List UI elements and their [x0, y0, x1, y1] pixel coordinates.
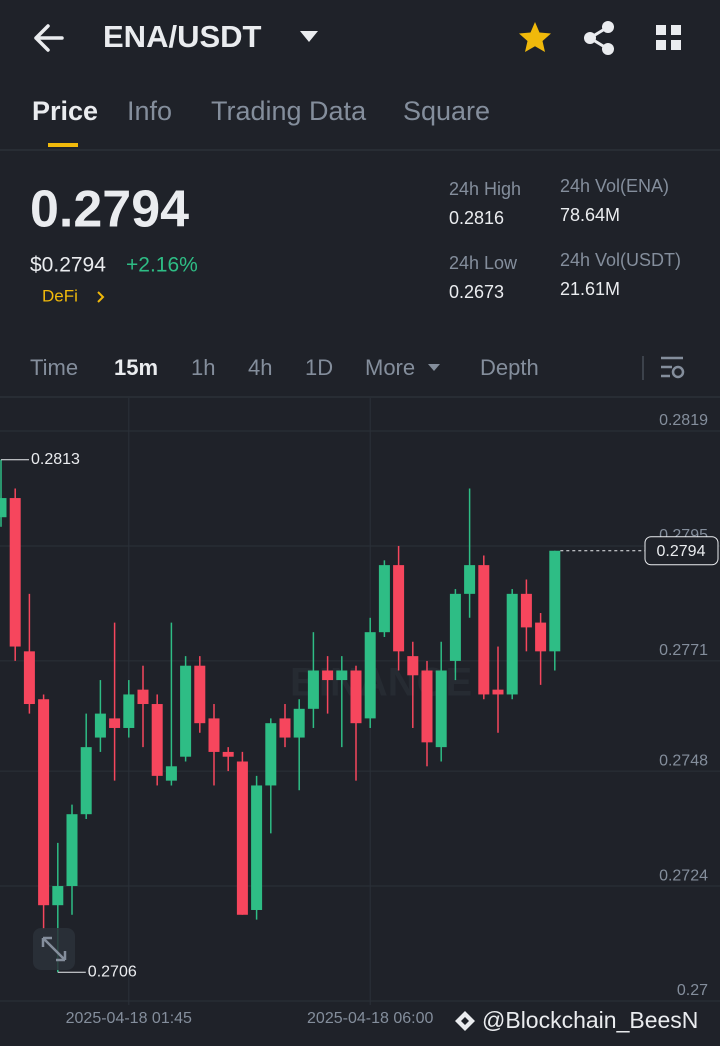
- candle-body: [478, 565, 490, 695]
- interval-tab[interactable]: 1h: [191, 355, 215, 380]
- y-tick-label: 0.27: [677, 982, 708, 999]
- candle-body: [520, 593, 532, 628]
- last-price-label: 0.2794: [657, 543, 706, 560]
- last-price-box: [644, 536, 719, 566]
- candle-body: [279, 718, 291, 738]
- price-usd: $0.2794: [30, 254, 106, 277]
- interval-tab[interactable]: 1D: [305, 355, 333, 380]
- candle-body: [208, 718, 220, 752]
- sector-arrow[interactable]: [97, 291, 105, 303]
- candle-body: [180, 665, 192, 757]
- pair-dropdown[interactable]: [300, 31, 318, 42]
- candle-body: [378, 565, 390, 633]
- interval-tab[interactable]: 15m: [114, 355, 158, 380]
- candle-body: [0, 498, 7, 518]
- y-tick-label: 0.2771: [659, 642, 708, 659]
- interval-tab[interactable]: Depth: [480, 355, 539, 380]
- candle-body: [307, 670, 319, 709]
- y-tick-label: 0.2819: [659, 412, 708, 429]
- candle-body: [535, 622, 547, 652]
- stat-label: 24h Vol(ENA): [560, 176, 669, 196]
- tab[interactable]: Square: [403, 96, 490, 126]
- chart-settings[interactable]: [661, 356, 685, 379]
- stat-label: 24h Low: [449, 253, 518, 273]
- candle-body: [421, 670, 433, 743]
- candle-body: [165, 766, 177, 781]
- candle-body: [123, 694, 135, 728]
- share-button[interactable]: [584, 21, 614, 55]
- candle-body: [293, 708, 305, 738]
- candle-body: [393, 565, 405, 652]
- sector-tag[interactable]: DeFi: [42, 286, 78, 305]
- candle-body: [364, 632, 376, 719]
- x-tick-label: 2025-04-18 01:45: [66, 1010, 192, 1027]
- candle-body: [23, 651, 35, 705]
- candle-body: [407, 656, 419, 676]
- interval-tab[interactable]: Time: [30, 355, 78, 380]
- candle-body: [80, 747, 92, 815]
- stat-value: 21.61M: [560, 279, 620, 299]
- candle-body: [9, 498, 21, 647]
- back-button[interactable]: [34, 24, 64, 52]
- stat-value: 0.2673: [449, 282, 504, 302]
- stat-label: 24h Vol(USDT): [560, 250, 681, 270]
- candle-body: [194, 665, 206, 724]
- watermark-logo: [455, 1011, 475, 1031]
- watermark-text: @Blockchain_BeesN: [482, 1007, 698, 1033]
- y-tick-label: 0.2724: [659, 867, 708, 884]
- candle-body: [52, 886, 64, 906]
- candle-body: [449, 593, 461, 661]
- stat-value: 78.64M: [560, 205, 620, 225]
- candle-body: [251, 785, 263, 910]
- candle-body: [492, 689, 504, 695]
- candle-body: [265, 723, 277, 786]
- candle-body: [435, 670, 447, 748]
- candle-body: [506, 593, 518, 695]
- active-tab-indicator: [48, 143, 78, 147]
- candle-body: [549, 550, 561, 652]
- price-change: +2.16%: [126, 254, 198, 277]
- candle-body: [222, 751, 234, 757]
- menu-button[interactable]: [656, 25, 681, 50]
- interval-tab[interactable]: 4h: [248, 355, 272, 380]
- last-price: 0.2794: [30, 181, 189, 239]
- candle-body: [94, 713, 106, 738]
- favorite-star[interactable]: [519, 22, 551, 52]
- candle-body: [464, 565, 476, 594]
- candle-body: [322, 670, 334, 681]
- interval-tab[interactable]: More: [365, 355, 415, 380]
- max-label: 0.2813: [31, 451, 80, 468]
- candle-body: [66, 814, 78, 887]
- candle-body: [137, 689, 149, 705]
- candle-body: [151, 704, 163, 776]
- x-tick-label: 2025-04-18 06:00: [307, 1010, 433, 1027]
- min-label: 0.2706: [88, 963, 137, 980]
- pair-title[interactable]: ENA/USDT: [103, 19, 262, 54]
- tab[interactable]: Price: [32, 96, 98, 126]
- stat-value: 0.2816: [449, 208, 504, 228]
- more-dropdown[interactable]: [428, 364, 440, 371]
- candle-body: [109, 718, 121, 728]
- candle-body: [236, 761, 248, 915]
- expand-button[interactable]: [33, 928, 75, 970]
- candle-body: [38, 699, 50, 906]
- y-tick-label: 0.2748: [659, 752, 708, 769]
- stat-label: 24h High: [449, 179, 521, 199]
- candle-body: [350, 670, 362, 724]
- candle-body: [336, 670, 348, 681]
- tab[interactable]: Trading Data: [211, 96, 367, 126]
- tab[interactable]: Info: [127, 96, 172, 126]
